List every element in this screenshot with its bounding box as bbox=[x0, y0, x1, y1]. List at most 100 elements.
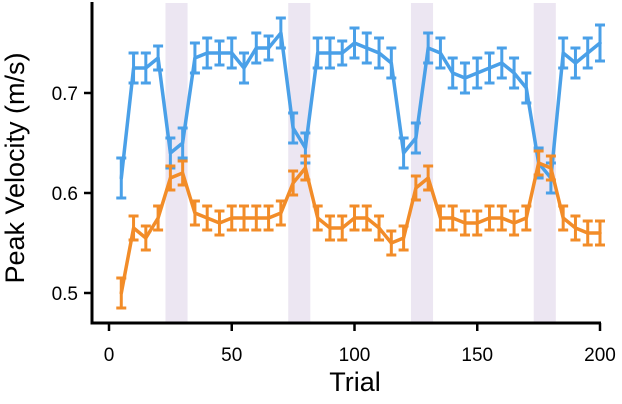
error-bar bbox=[288, 111, 299, 145]
shaded-region-3 bbox=[533, 3, 556, 323]
error-bar bbox=[398, 224, 409, 252]
shaded-region-0 bbox=[165, 3, 188, 323]
error-bar bbox=[128, 51, 139, 85]
error-bar bbox=[398, 136, 409, 170]
error-bar bbox=[447, 204, 458, 232]
axes: 0 50 100 150 200 0.5 0.6 0.7 bbox=[52, 2, 616, 366]
error-bar bbox=[386, 229, 397, 257]
y-ticks: 0.5 0.6 0.7 bbox=[52, 84, 92, 305]
error-bar bbox=[300, 154, 311, 182]
error-bar bbox=[545, 154, 556, 182]
error-bar bbox=[435, 36, 446, 70]
y-tick-label: 0.5 bbox=[52, 284, 78, 305]
error-bar bbox=[484, 51, 495, 85]
error-bar bbox=[128, 214, 139, 242]
error-bar bbox=[263, 34, 274, 62]
error-bar bbox=[251, 31, 262, 65]
error-bar bbox=[361, 31, 372, 65]
error-bar bbox=[263, 204, 274, 232]
error-bar bbox=[595, 219, 605, 247]
error-bar bbox=[140, 224, 151, 252]
series-0 bbox=[116, 16, 605, 200]
error-bar bbox=[312, 36, 323, 70]
error-bar bbox=[423, 31, 434, 65]
error-bar bbox=[459, 209, 470, 237]
error-bar bbox=[374, 214, 385, 242]
error-bar bbox=[202, 204, 213, 232]
error-bar bbox=[349, 204, 360, 232]
error-bar bbox=[214, 209, 225, 237]
x-ticks: 0 50 100 150 200 bbox=[104, 323, 616, 366]
error-bar bbox=[337, 214, 348, 242]
error-bar bbox=[177, 126, 188, 160]
shaded-region-1 bbox=[288, 3, 311, 323]
error-bar bbox=[447, 56, 458, 90]
error-bar bbox=[595, 23, 605, 63]
error-bar bbox=[324, 36, 335, 70]
error-bar bbox=[472, 209, 483, 237]
error-bar bbox=[386, 46, 397, 80]
error-bar bbox=[337, 39, 348, 67]
y-axis-label: Peak Velocity (m/s) bbox=[0, 52, 30, 283]
x-tick-label: 150 bbox=[461, 345, 493, 366]
error-bar bbox=[239, 204, 250, 232]
error-bar bbox=[410, 174, 421, 202]
error-bar bbox=[361, 204, 372, 232]
error-bar bbox=[459, 61, 470, 95]
error-bar bbox=[202, 36, 213, 70]
error-bar bbox=[140, 51, 151, 85]
x-tick-label: 50 bbox=[221, 345, 242, 366]
error-bar bbox=[226, 204, 237, 232]
error-bar bbox=[116, 156, 127, 200]
error-bar bbox=[570, 214, 581, 242]
x-tick-label: 100 bbox=[339, 345, 371, 366]
series-layer bbox=[116, 16, 605, 310]
error-bar bbox=[509, 209, 520, 237]
error-bar bbox=[509, 56, 520, 90]
x-axis-label: Trial bbox=[329, 367, 381, 397]
shaded-region-2 bbox=[410, 3, 434, 323]
error-bar bbox=[521, 204, 532, 232]
error-bar bbox=[275, 199, 286, 227]
error-bar bbox=[472, 56, 483, 90]
series-1 bbox=[116, 149, 605, 310]
error-bar bbox=[410, 121, 421, 155]
y-tick-label: 0.7 bbox=[52, 84, 78, 105]
error-bar bbox=[251, 204, 262, 232]
error-bar bbox=[189, 199, 200, 227]
error-bar bbox=[349, 26, 360, 60]
error-bar bbox=[435, 204, 446, 232]
error-bar bbox=[288, 169, 299, 197]
error-bar bbox=[239, 51, 250, 85]
series-line bbox=[119, 161, 602, 295]
error-bar bbox=[189, 41, 200, 75]
x-tick-label: 0 bbox=[104, 345, 115, 366]
error-bar bbox=[484, 204, 495, 232]
series-line bbox=[119, 31, 602, 180]
error-bar bbox=[214, 39, 225, 67]
error-bar bbox=[324, 214, 335, 242]
error-bar bbox=[226, 36, 237, 70]
error-bar bbox=[165, 164, 176, 192]
shaded-regions bbox=[165, 3, 556, 323]
error-bar bbox=[582, 219, 593, 247]
error-bar bbox=[496, 46, 507, 80]
error-bar bbox=[521, 71, 532, 105]
error-bar bbox=[570, 46, 581, 80]
error-bar bbox=[558, 36, 569, 70]
error-bar bbox=[533, 149, 544, 177]
error-bar bbox=[558, 204, 569, 232]
error-bar bbox=[582, 36, 593, 70]
error-bar bbox=[374, 36, 385, 70]
x-tick-label: 200 bbox=[584, 345, 616, 366]
error-bar bbox=[423, 164, 434, 192]
y-tick-label: 0.6 bbox=[52, 184, 78, 205]
error-bar bbox=[116, 276, 127, 310]
error-bar bbox=[496, 204, 507, 232]
error-bar bbox=[177, 159, 188, 187]
error-bar bbox=[153, 44, 164, 72]
error-bar bbox=[275, 16, 286, 50]
error-bar bbox=[153, 204, 164, 232]
